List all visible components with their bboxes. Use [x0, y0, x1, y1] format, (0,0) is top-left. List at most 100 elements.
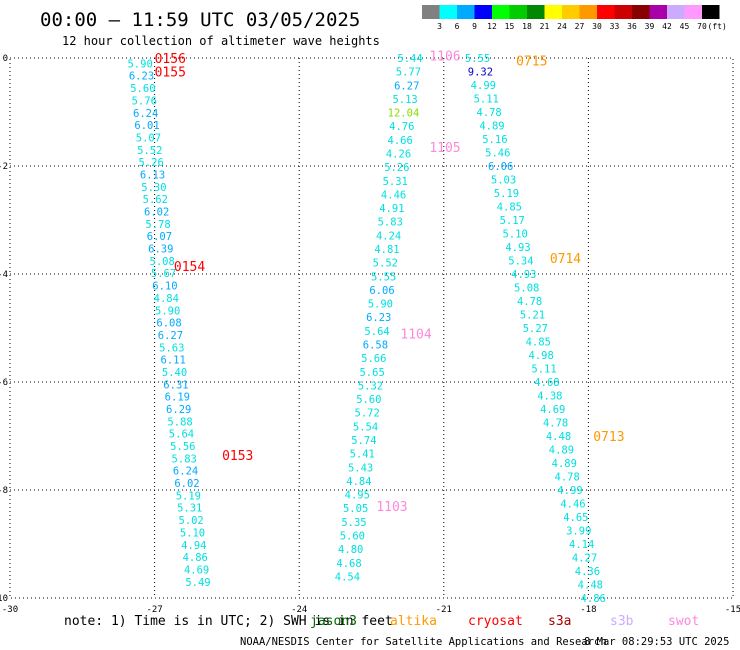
- wave-height-point: 4.48: [578, 580, 603, 592]
- wave-height-point: 4.99: [471, 80, 496, 92]
- wave-height-point: 5.55: [465, 53, 490, 65]
- x-tick-label: -15: [725, 605, 740, 615]
- wave-height-point: 4.24: [376, 230, 401, 242]
- pass-id-label: 0153: [222, 449, 253, 464]
- pass-id-label: 1105: [429, 141, 460, 156]
- y-tick-label: -6: [0, 378, 8, 388]
- satellite-label: altika: [390, 614, 437, 629]
- wave-height-point: 9.32: [468, 67, 493, 79]
- generated-timestamp: 8 Mar 08:29:53 UTC 2025: [584, 636, 729, 648]
- wave-height-point: 5.67: [151, 268, 176, 280]
- wave-height-point: 5.52: [373, 258, 398, 270]
- wave-height-point: 4.78: [517, 296, 542, 308]
- axis-ticks: -30 -27 -24 -21 -18 -15 0 -2 -4 -6 -8 -10: [0, 54, 740, 615]
- wave-height-point: 4.66: [388, 135, 413, 147]
- wave-height-point: 4.84: [154, 293, 179, 305]
- wave-height-point: 4.93: [511, 269, 536, 281]
- satellite-label: cryosat: [468, 614, 523, 629]
- wave-height-point: 6.07: [147, 231, 172, 243]
- legend-label: 9: [472, 22, 477, 31]
- wave-height-point: 4.89: [479, 121, 504, 133]
- legend-swatch: [702, 5, 720, 19]
- satellite-label: s3a: [548, 614, 571, 629]
- chart-subtitle: 12 hour collection of altimeter wave hei…: [62, 34, 380, 48]
- wave-height-point: 4.65: [563, 512, 588, 524]
- legend-swatch: [422, 5, 440, 19]
- wave-height-point: 4.85: [526, 337, 551, 349]
- y-tick-label: -2: [0, 162, 8, 172]
- legend-swatch: [667, 5, 685, 19]
- wave-height-point: 6.08: [156, 318, 181, 330]
- pass-id-label: 1104: [400, 327, 431, 342]
- wave-height-point: 4.91: [379, 203, 404, 215]
- legend-swatch: [684, 5, 702, 19]
- wave-height-point: 4.86: [183, 552, 208, 564]
- wave-height-point: 5.77: [396, 67, 421, 79]
- legend-swatch: [649, 5, 667, 19]
- wave-height-point: 6.27: [158, 330, 183, 342]
- pass-id-label: 0154: [174, 260, 205, 275]
- legend-label: 18: [522, 22, 532, 31]
- wave-height-point: 5.35: [341, 517, 366, 529]
- x-tick-label: -30: [2, 605, 18, 615]
- pass-id-label: 1103: [376, 500, 407, 515]
- wave-height-point: 5.52: [137, 145, 162, 157]
- wave-height-point: 4.69: [540, 404, 565, 416]
- wave-height-point: 5.08: [514, 283, 539, 295]
- y-tick-label: -4: [0, 270, 8, 280]
- satellite-label: jason3: [310, 614, 357, 629]
- legend-label: 36: [627, 22, 637, 31]
- legend-swatch: [562, 5, 580, 19]
- credit-line: NOAA/NESDIS Center for Satellite Applica…: [240, 636, 607, 648]
- legend-swatch: [614, 5, 632, 19]
- wave-height-point: 5.30: [141, 182, 166, 194]
- wave-height-point: 4.93: [505, 242, 530, 254]
- wave-height-point: 5.63: [159, 342, 184, 354]
- wave-height-point: 4.46: [381, 189, 406, 201]
- legend-label: 42: [662, 22, 672, 31]
- wave-height-point: 5.44: [397, 53, 422, 65]
- plot-grid: [9, 57, 734, 599]
- wave-height-point: 4.78: [476, 107, 501, 119]
- wave-height-point: 5.83: [378, 217, 403, 229]
- wave-height-point: 5.60: [356, 394, 381, 406]
- y-tick-label: -10: [0, 594, 8, 604]
- wave-height-point: 5.10: [502, 229, 527, 241]
- legend-label: 21: [540, 22, 550, 31]
- wave-height-point: 5.26: [384, 162, 409, 174]
- wave-height-point: 12.04: [388, 108, 420, 120]
- wave-height-point: 5.26: [139, 157, 164, 169]
- wave-height-point: 5.83: [172, 453, 197, 465]
- wave-height-point: 5.40: [162, 367, 187, 379]
- wave-height-point: 5.11: [531, 364, 556, 376]
- legend-label: 24: [557, 22, 567, 31]
- wave-height-point: 5.05: [343, 503, 368, 515]
- wave-height-point: 5.60: [130, 83, 155, 95]
- legend-swatch: [457, 5, 475, 19]
- wave-height-point: 4.46: [560, 499, 585, 511]
- wave-height-point: 5.10: [180, 527, 205, 539]
- wave-height-point: 5.13: [392, 94, 417, 106]
- wave-height-point: 4.98: [529, 350, 554, 362]
- wave-height-point: 6.39: [148, 244, 173, 256]
- wave-height-point: 5.88: [167, 416, 192, 428]
- wave-height-point: 5.34: [508, 256, 533, 268]
- legend-label: 3: [437, 22, 442, 31]
- wave-height-point: 5.65: [359, 367, 384, 379]
- y-tick-label: -8: [0, 486, 8, 496]
- x-tick-label: -27: [146, 605, 162, 615]
- wave-height-point: 4.38: [537, 391, 562, 403]
- legend-swatch: [597, 5, 615, 19]
- wave-height-point: 4.94: [181, 540, 206, 552]
- legend-label: 27: [575, 22, 585, 31]
- wave-height-point: 6.24: [173, 466, 198, 478]
- legend-unit: (ft): [708, 22, 727, 31]
- wave-height-point: 5.66: [361, 353, 386, 365]
- x-tick-label: -18: [580, 605, 596, 615]
- wave-height-point: 5.11: [474, 94, 499, 106]
- wave-height-point: 6.29: [166, 404, 191, 416]
- legend-label: 70: [697, 22, 707, 31]
- pass-id-label: 0714: [550, 252, 581, 267]
- legend-swatch: [509, 5, 527, 19]
- chart-title: 00:00 — 11:59 UTC 03/05/2025: [40, 9, 360, 31]
